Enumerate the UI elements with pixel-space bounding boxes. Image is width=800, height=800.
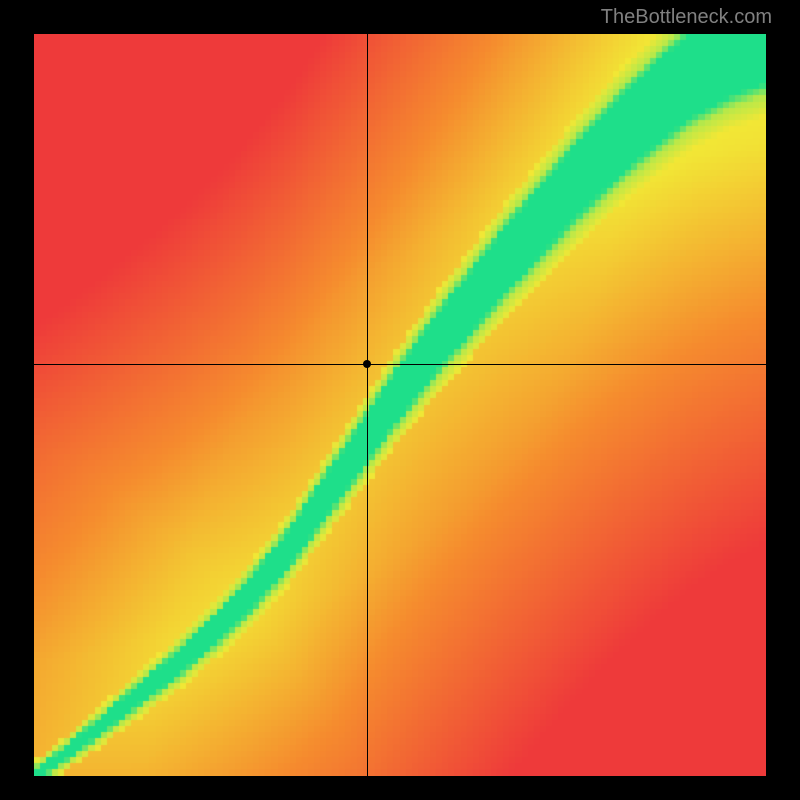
crosshair-vertical: [367, 34, 368, 776]
watermark-text: TheBottleneck.com: [601, 6, 772, 29]
crosshair-marker: [363, 360, 371, 368]
crosshair-horizontal: [34, 364, 766, 365]
heatmap-canvas: [34, 34, 766, 776]
chart-area: [34, 34, 766, 776]
